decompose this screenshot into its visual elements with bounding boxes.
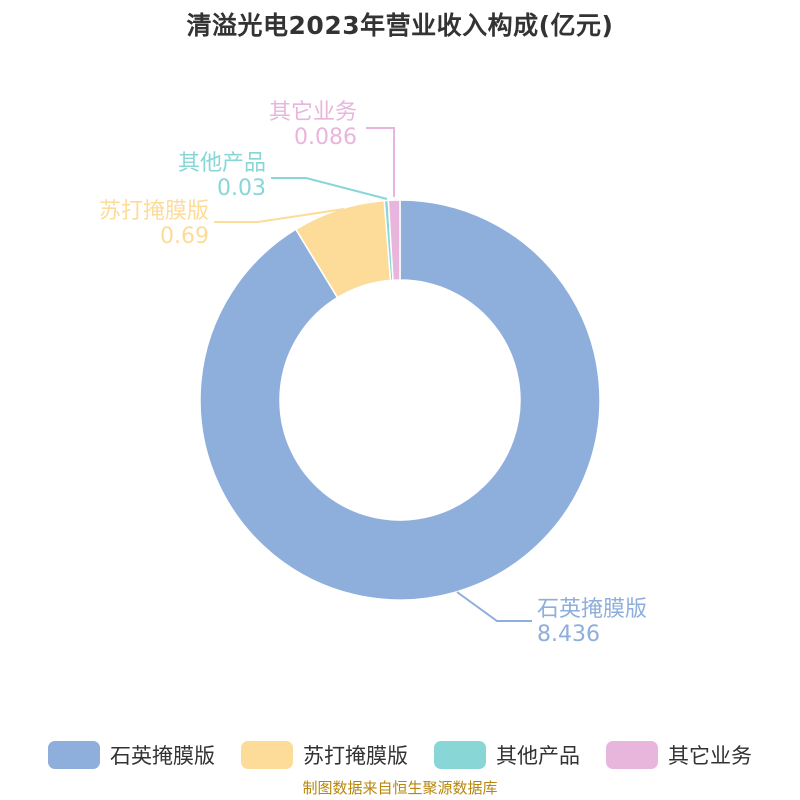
slice-value-label: 8.436 bbox=[537, 622, 600, 647]
legend-swatch bbox=[241, 741, 293, 769]
legend-label: 石英掩膜版 bbox=[110, 744, 215, 768]
chart-title: 清溢光电2023年营业收入构成(亿元) bbox=[186, 11, 614, 40]
label-leader-line bbox=[214, 208, 345, 223]
slice-value-label: 0.086 bbox=[294, 125, 357, 150]
slice-category-label: 石英掩膜版 bbox=[537, 597, 647, 622]
label-leader-line bbox=[366, 127, 395, 197]
legend-label: 其他产品 bbox=[496, 744, 580, 768]
legend-item-other-products[interactable]: 其他产品 bbox=[434, 740, 580, 770]
legend-label: 苏打掩膜版 bbox=[303, 744, 408, 768]
slice-category-label: 其它业务 bbox=[269, 100, 357, 125]
label-leader-line bbox=[271, 177, 388, 200]
donut-slice[interactable] bbox=[387, 199, 401, 281]
slice-value-label: 0.03 bbox=[217, 176, 266, 201]
slice-value-label: 0.69 bbox=[160, 224, 209, 249]
legend-swatch bbox=[606, 741, 658, 769]
legend-swatch bbox=[48, 741, 100, 769]
slice-category-label: 苏打掩膜版 bbox=[99, 199, 209, 224]
legend-label: 其它业务 bbox=[668, 744, 752, 768]
label-leader-line bbox=[456, 591, 532, 622]
legend-item-soda-mask[interactable]: 苏打掩膜版 bbox=[241, 740, 408, 770]
slice-category-label: 其他产品 bbox=[178, 151, 266, 176]
data-source-note: 制图数据来自恒生聚源数据库 bbox=[302, 779, 498, 797]
legend: 石英掩膜版 苏打掩膜版 其他产品 其它业务 bbox=[0, 740, 800, 770]
legend-item-quartz-mask[interactable]: 石英掩膜版 bbox=[48, 740, 215, 770]
legend-swatch bbox=[434, 741, 486, 769]
donut-slice[interactable] bbox=[199, 199, 601, 601]
legend-item-other-business[interactable]: 其它业务 bbox=[606, 740, 752, 770]
